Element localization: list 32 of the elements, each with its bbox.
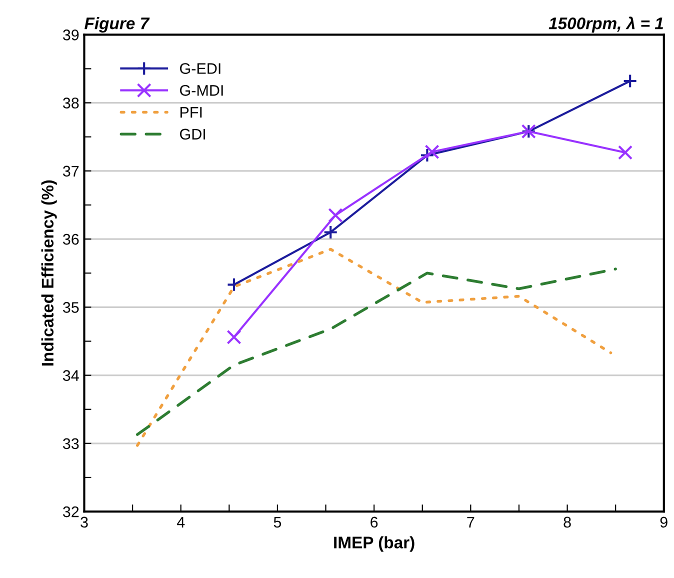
x-tick-label: 7 [467, 516, 474, 528]
point [323, 224, 338, 240]
y-tick-label: 38 [62, 98, 79, 108]
y-tick-label: 34 [62, 370, 79, 381]
x-tick-label: 4 [176, 516, 185, 528]
point [622, 74, 638, 88]
point [618, 145, 633, 160]
line-series [136, 248, 612, 447]
legend-label: PFI [180, 107, 202, 118]
x-tick-label: 8 [564, 516, 571, 528]
legend-label: G-EDI [180, 63, 220, 74]
point [424, 144, 440, 160]
point [328, 208, 343, 222]
y-tick-label: 39 [62, 30, 79, 40]
y-tick-label: 37 [62, 166, 79, 177]
x-tick-label: 3 [80, 516, 88, 528]
point [420, 148, 434, 163]
y-tick-label: 36 [62, 234, 79, 245]
legend-label: G-MDI [180, 85, 223, 96]
x-tick-label: 5 [274, 516, 282, 528]
x-tick-label: 9 [660, 516, 668, 528]
y-axis-title: Indicated Efficiency (%) [41, 180, 57, 366]
point [226, 330, 242, 344]
chart-subtitle: 1500rpm, λ = 1 [548, 16, 663, 33]
chart-title: Figure 7 [84, 17, 150, 33]
legend-label: GDI [180, 128, 205, 140]
line-series [136, 268, 617, 436]
x-axis-title: IMEP (bar) [334, 536, 414, 552]
x-tick-label: 6 [370, 516, 378, 528]
y-tick-label: 32 [62, 506, 79, 518]
y-tick-label: 35 [62, 302, 79, 313]
y-tick-label: 33 [62, 438, 79, 450]
